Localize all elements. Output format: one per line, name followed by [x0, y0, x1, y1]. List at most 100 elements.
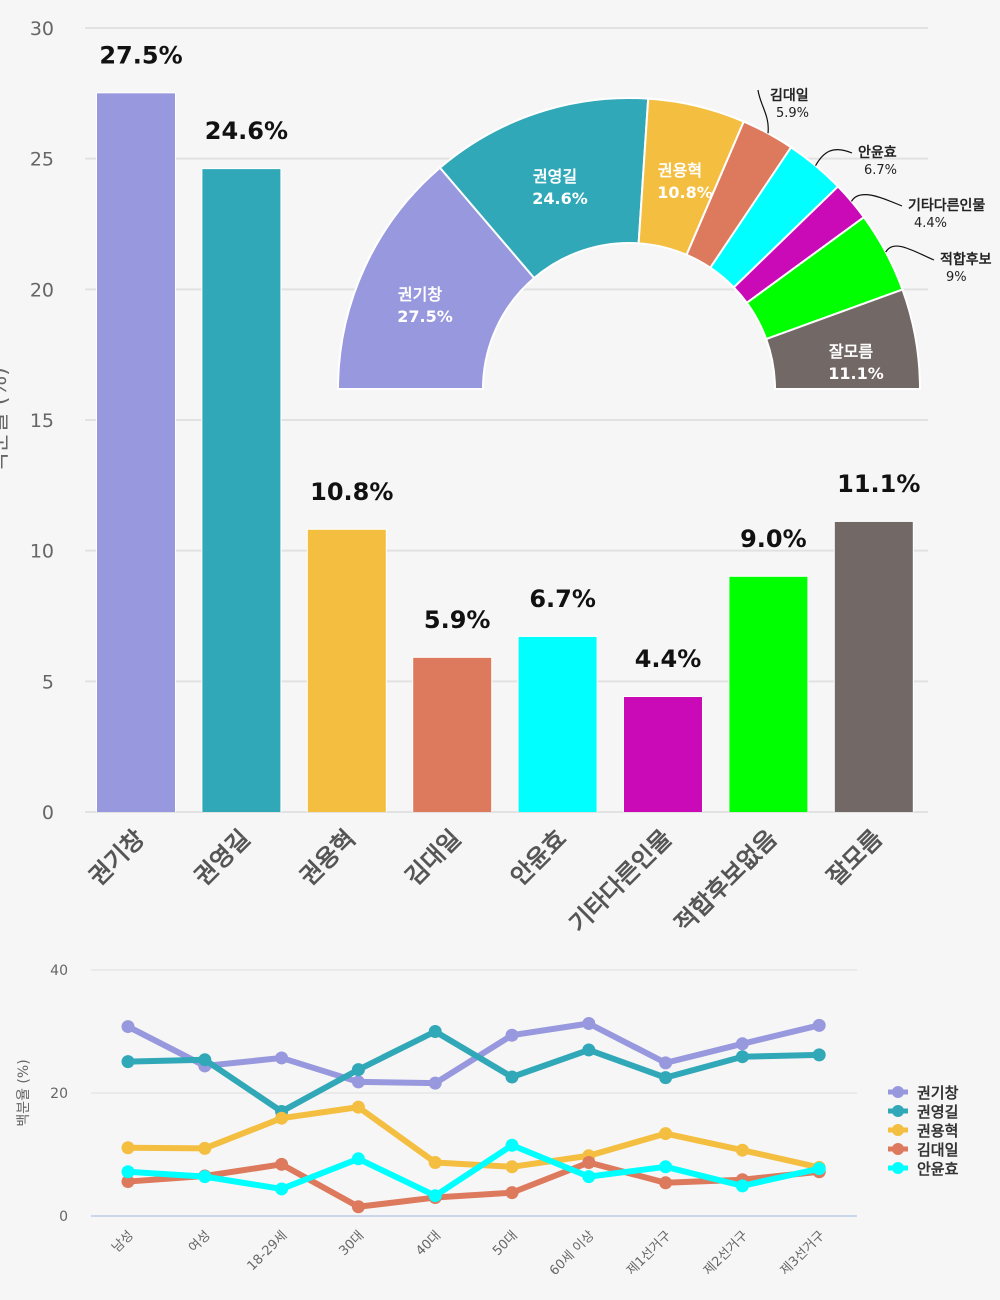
series-line[interactable]: [126, 1020, 820, 1087]
data-point[interactable]: [428, 1076, 442, 1090]
x-category-label: 30대: [336, 1228, 367, 1259]
pie-slice-name: 권영길: [533, 167, 577, 186]
data-point[interactable]: [275, 1182, 289, 1196]
legend-item[interactable]: 안윤효: [888, 1160, 959, 1178]
data-point[interactable]: [351, 1063, 365, 1077]
data-point[interactable]: [275, 1051, 289, 1065]
series-line[interactable]: [127, 1159, 820, 1210]
line-series-group: [121, 1025, 826, 1118]
data-point[interactable]: [428, 1025, 442, 1038]
data-point[interactable]: [351, 1100, 365, 1114]
bar[interactable]: [97, 93, 175, 813]
data-point[interactable]: [351, 1075, 365, 1089]
pie-outside-percent: 9%: [946, 270, 967, 285]
pie-slice-name: 권기창: [398, 285, 442, 304]
data-point[interactable]: [275, 1157, 289, 1171]
data-point[interactable]: [812, 1048, 826, 1062]
pie-slice-name: 잘모름: [829, 342, 873, 361]
data-point[interactable]: [121, 1165, 135, 1179]
y-tick-label: 30: [30, 18, 54, 40]
data-point[interactable]: [582, 1017, 596, 1031]
x-category-label: 잘모름: [821, 824, 888, 891]
pie-slice-percent: 10.8%: [657, 183, 713, 202]
data-point[interactable]: [505, 1186, 519, 1200]
legend-marker-icon: [892, 1105, 904, 1117]
data-point[interactable]: [121, 1175, 135, 1189]
legend-label: 권영길: [917, 1103, 958, 1121]
data-point[interactable]: [659, 1176, 673, 1190]
x-category-label: 제3선거구: [778, 1228, 828, 1278]
data-point[interactable]: [121, 1055, 135, 1069]
data-point[interactable]: [198, 1053, 212, 1067]
data-point[interactable]: [659, 1160, 673, 1174]
legend-item[interactable]: 권영길: [888, 1103, 958, 1121]
legend-marker-icon: [892, 1143, 904, 1155]
legend-item[interactable]: 권용혁: [888, 1122, 958, 1140]
bar[interactable]: [413, 657, 492, 812]
bar-data-label: 9.0%: [740, 525, 807, 553]
pie-slice-percent: 24.6%: [532, 189, 588, 208]
x-category-label: 권기창: [84, 824, 151, 891]
pie-slice-name: 권용혁: [658, 161, 702, 180]
line-series-group: [121, 1100, 826, 1174]
pie-outside-percent: 4.4%: [914, 216, 947, 231]
bar[interactable]: [729, 576, 808, 812]
bar-chart-bars: [96, 92, 914, 813]
line-chart-series: [121, 1017, 826, 1214]
bar-data-label: 27.5%: [99, 41, 182, 69]
data-point[interactable]: [582, 1170, 596, 1184]
legend-marker-icon: [892, 1162, 904, 1174]
data-point[interactable]: [505, 1138, 519, 1152]
bar[interactable]: [624, 697, 702, 812]
data-point[interactable]: [428, 1155, 442, 1169]
data-point[interactable]: [198, 1170, 212, 1184]
series-line[interactable]: [127, 1104, 820, 1171]
data-point[interactable]: [351, 1152, 365, 1166]
legend-marker-icon: [892, 1086, 904, 1098]
data-point[interactable]: [735, 1037, 749, 1051]
pie-slice[interactable]: [764, 288, 922, 390]
legend-item[interactable]: 김대일: [888, 1141, 958, 1159]
data-point[interactable]: [121, 1020, 135, 1034]
data-point[interactable]: [198, 1141, 212, 1155]
bar-data-label: 5.9%: [424, 606, 491, 634]
y-tick-label: 20: [30, 279, 54, 301]
x-category-label: 60세 이상: [547, 1228, 598, 1279]
series-line[interactable]: [127, 1142, 820, 1199]
data-point[interactable]: [659, 1127, 673, 1141]
series-line[interactable]: [127, 1028, 820, 1115]
data-point[interactable]: [505, 1070, 519, 1084]
bar[interactable]: [307, 529, 386, 812]
data-point[interactable]: [735, 1143, 749, 1157]
data-point[interactable]: [275, 1111, 289, 1125]
x-category-label: 50대: [490, 1228, 521, 1259]
line-chart-y-axis-title: 백분율 (%): [16, 1059, 32, 1126]
data-point[interactable]: [121, 1141, 135, 1155]
data-point[interactable]: [582, 1043, 596, 1057]
bar-chart-y-ticks: 0 5 10 15 20 25 30: [30, 18, 54, 824]
bar[interactable]: [518, 636, 597, 812]
data-point[interactable]: [505, 1028, 519, 1042]
data-point[interactable]: [735, 1050, 749, 1064]
bar-data-label: 6.7%: [529, 585, 596, 613]
x-category-label: 김대일: [400, 824, 467, 891]
line-chart-gridlines: [91, 969, 857, 1217]
y-tick-label: 15: [30, 410, 54, 432]
pie-slice[interactable]: [336, 166, 536, 390]
legend-item[interactable]: 권기창: [888, 1084, 959, 1102]
data-point[interactable]: [812, 1162, 826, 1176]
data-point[interactable]: [659, 1071, 673, 1085]
bar[interactable]: [202, 169, 281, 812]
data-point[interactable]: [659, 1056, 673, 1070]
data-point[interactable]: [735, 1179, 749, 1193]
data-point[interactable]: [582, 1155, 596, 1169]
data-point[interactable]: [428, 1189, 442, 1203]
x-category-label: 권용혁: [294, 824, 361, 891]
y-tick-label: 10: [30, 541, 54, 563]
data-point[interactable]: [505, 1160, 519, 1174]
bar[interactable]: [834, 521, 913, 812]
data-point[interactable]: [351, 1200, 365, 1214]
data-point[interactable]: [812, 1018, 826, 1032]
